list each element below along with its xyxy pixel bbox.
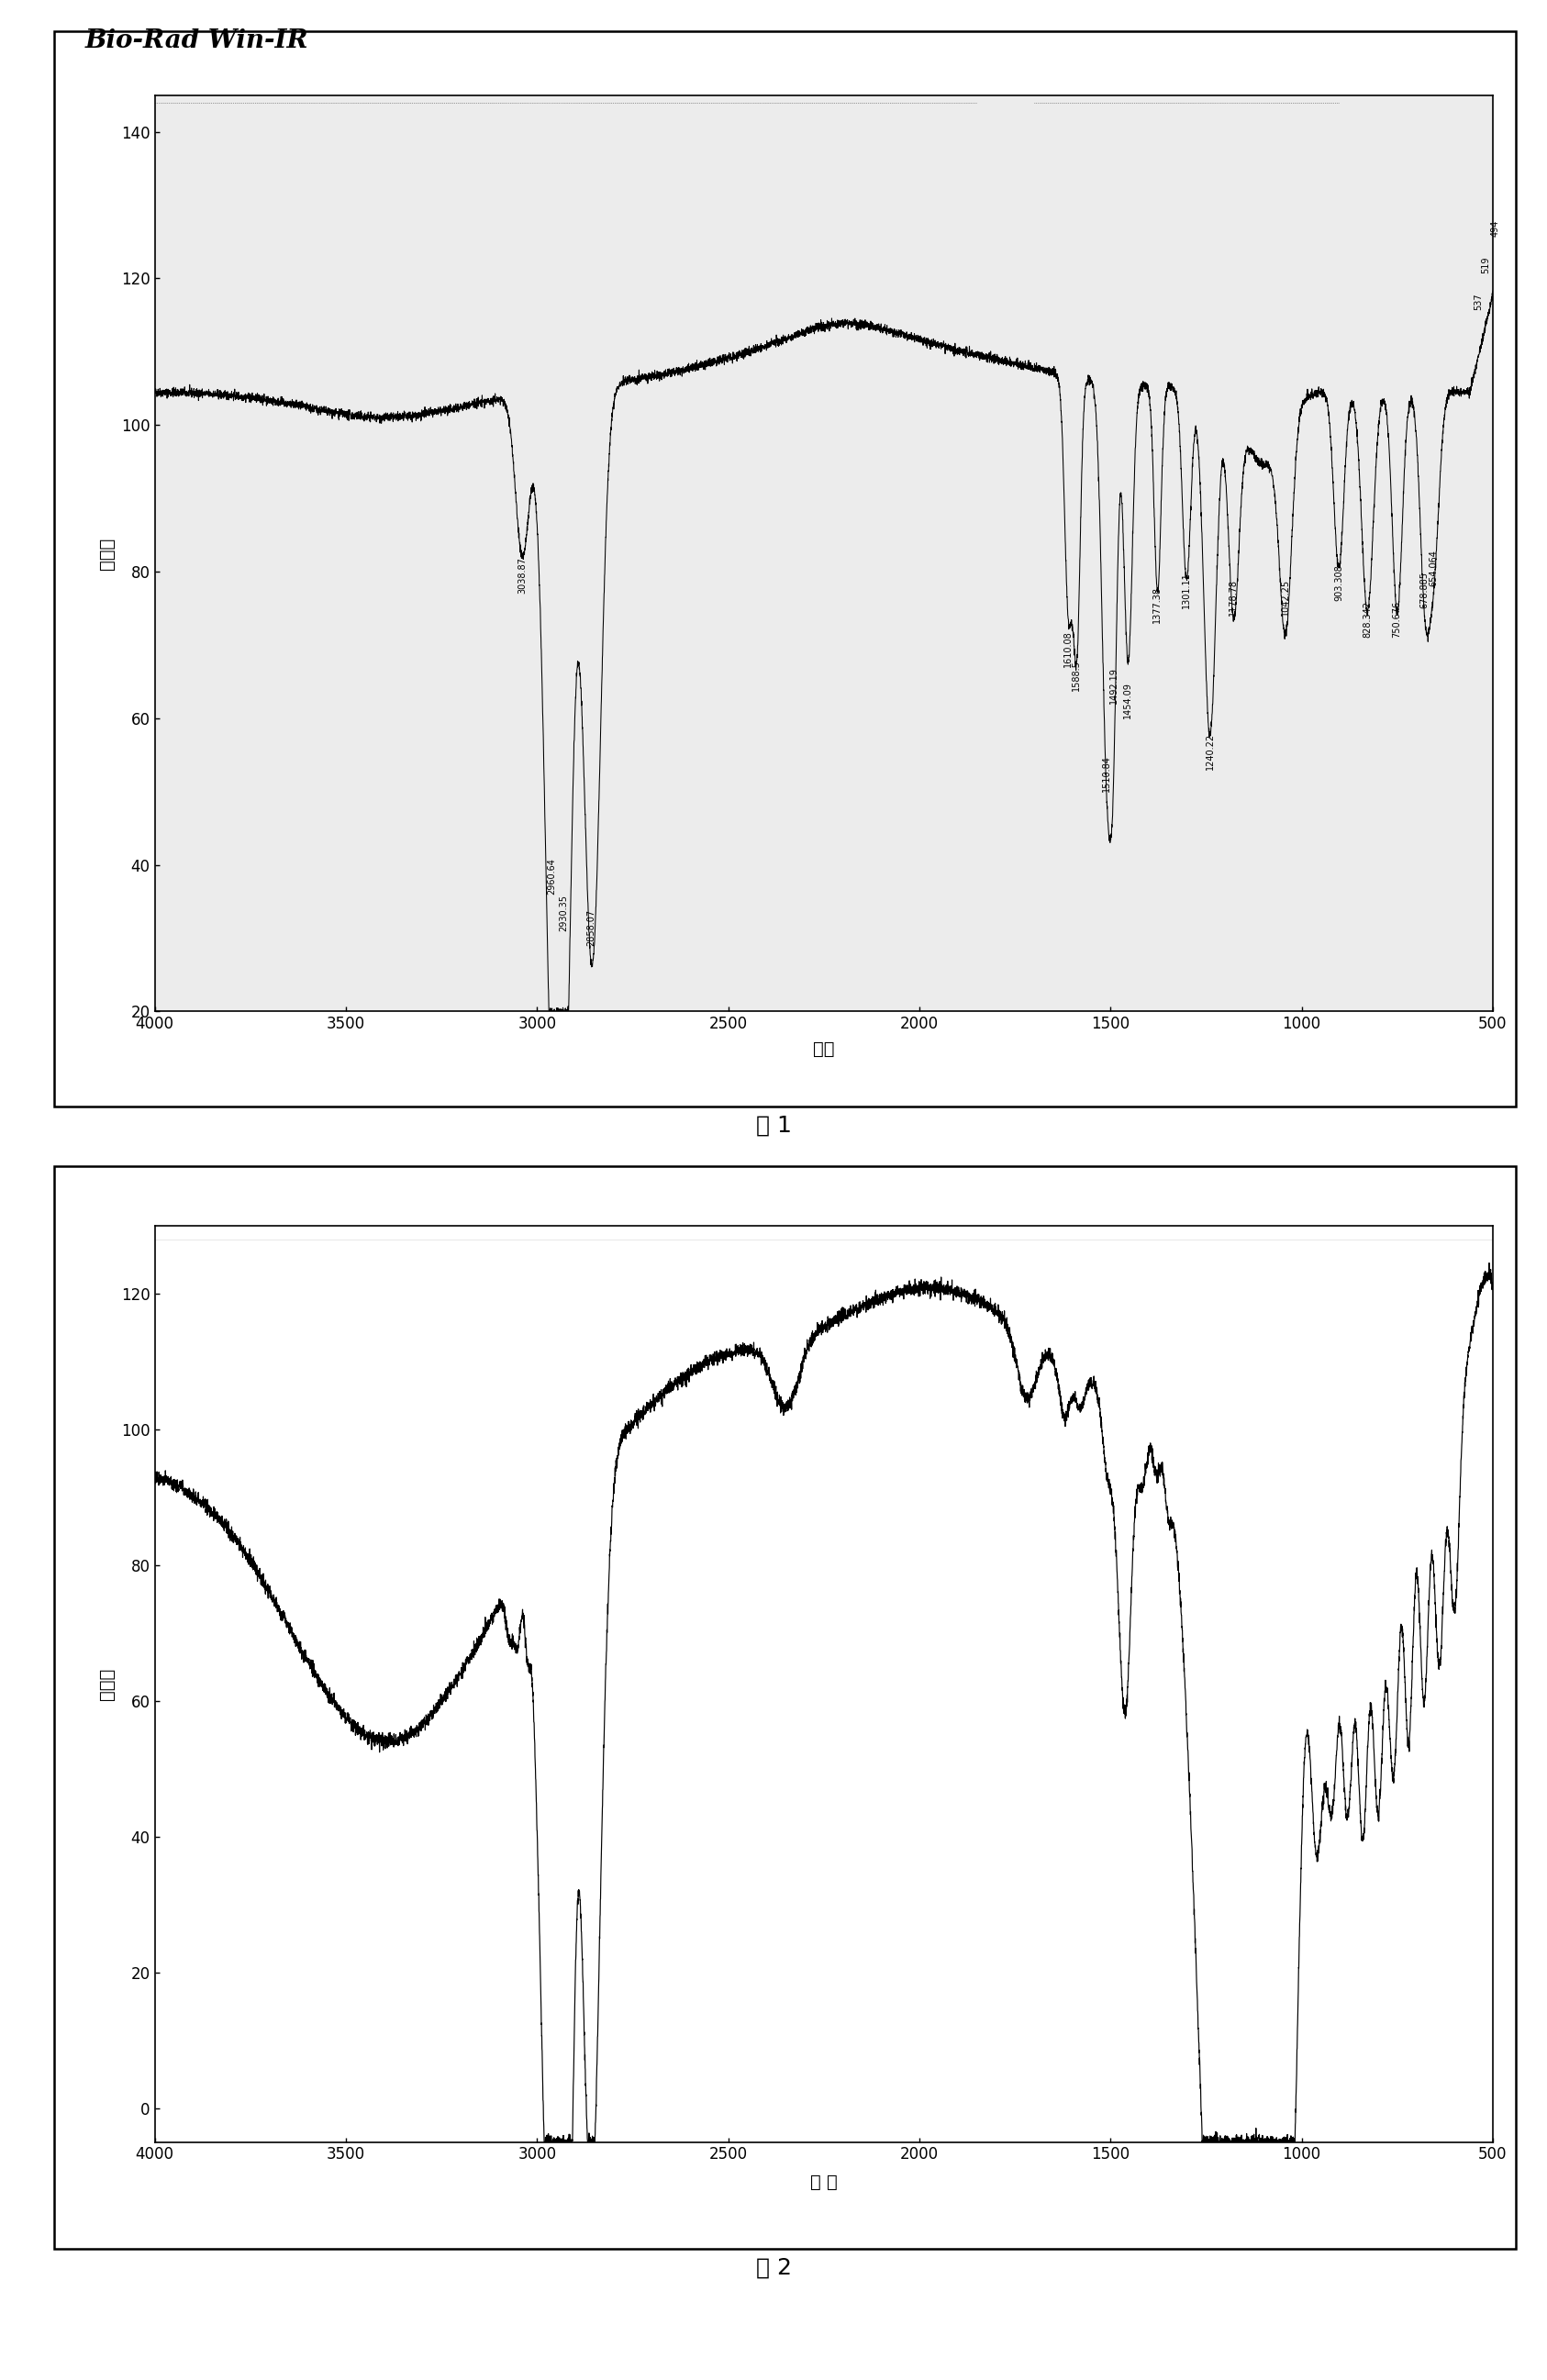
X-axis label: 波数: 波数 xyxy=(814,1040,834,1057)
Text: 1377.38: 1377.38 xyxy=(1153,585,1162,624)
Text: 1610.08: 1610.08 xyxy=(1064,631,1074,666)
Text: 3038.87: 3038.87 xyxy=(518,557,528,593)
Text: 2960.64: 2960.64 xyxy=(548,857,557,895)
Text: Bio-Rad Win-IR: Bio-Rad Win-IR xyxy=(85,29,308,52)
Text: 1492.19: 1492.19 xyxy=(1109,666,1118,704)
Text: 537: 537 xyxy=(1474,293,1484,309)
Text: 1042.25: 1042.25 xyxy=(1281,578,1290,616)
Text: 828.342: 828.342 xyxy=(1363,602,1372,638)
Text: 1510.84: 1510.84 xyxy=(1101,754,1111,793)
Text: 1454.09: 1454.09 xyxy=(1123,681,1132,719)
Text: 1178.78: 1178.78 xyxy=(1228,578,1238,616)
Text: 903.308: 903.308 xyxy=(1334,564,1343,600)
Text: 750.676: 750.676 xyxy=(1392,602,1402,638)
Text: 图 2: 图 2 xyxy=(755,2256,792,2280)
Text: 654.064: 654.064 xyxy=(1429,550,1439,585)
Y-axis label: 透过率: 透过率 xyxy=(99,1668,116,1699)
Text: 1301.11: 1301.11 xyxy=(1182,571,1191,609)
Text: 1240.22: 1240.22 xyxy=(1205,733,1214,769)
Y-axis label: 透过率: 透过率 xyxy=(99,538,116,569)
X-axis label: 波 数: 波 数 xyxy=(811,2173,837,2190)
Text: 2930.35: 2930.35 xyxy=(558,895,568,931)
Text: 2858.07: 2858.07 xyxy=(586,909,596,945)
Text: 1588.5: 1588.5 xyxy=(1072,659,1081,690)
Text: 494: 494 xyxy=(1491,219,1499,236)
Text: 678.885: 678.885 xyxy=(1420,571,1429,609)
Text: 图 1: 图 1 xyxy=(755,1114,792,1138)
Text: 519: 519 xyxy=(1480,257,1490,274)
